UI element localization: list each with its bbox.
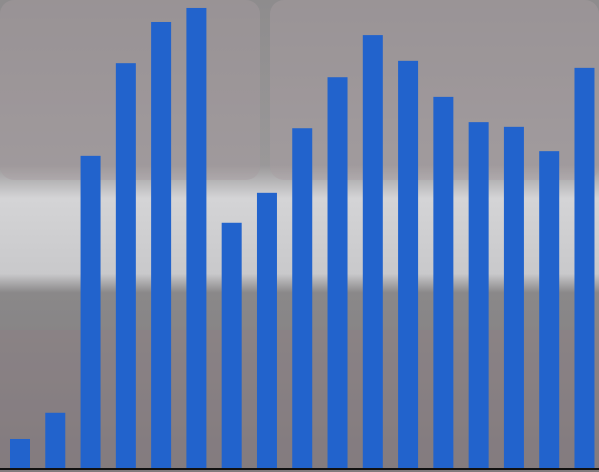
bar	[327, 77, 348, 468]
bar	[433, 96, 454, 468]
bar	[221, 222, 242, 468]
bar	[398, 60, 419, 469]
bar	[362, 35, 383, 468]
bar	[151, 21, 172, 468]
bar	[256, 192, 277, 469]
bar	[80, 155, 101, 468]
bar	[292, 128, 313, 468]
bar	[539, 151, 560, 468]
bar	[503, 126, 524, 468]
bar	[45, 412, 66, 468]
bar	[10, 438, 30, 468]
bar	[115, 63, 136, 469]
bar	[468, 122, 489, 468]
bar	[574, 67, 595, 469]
bar	[186, 7, 207, 469]
